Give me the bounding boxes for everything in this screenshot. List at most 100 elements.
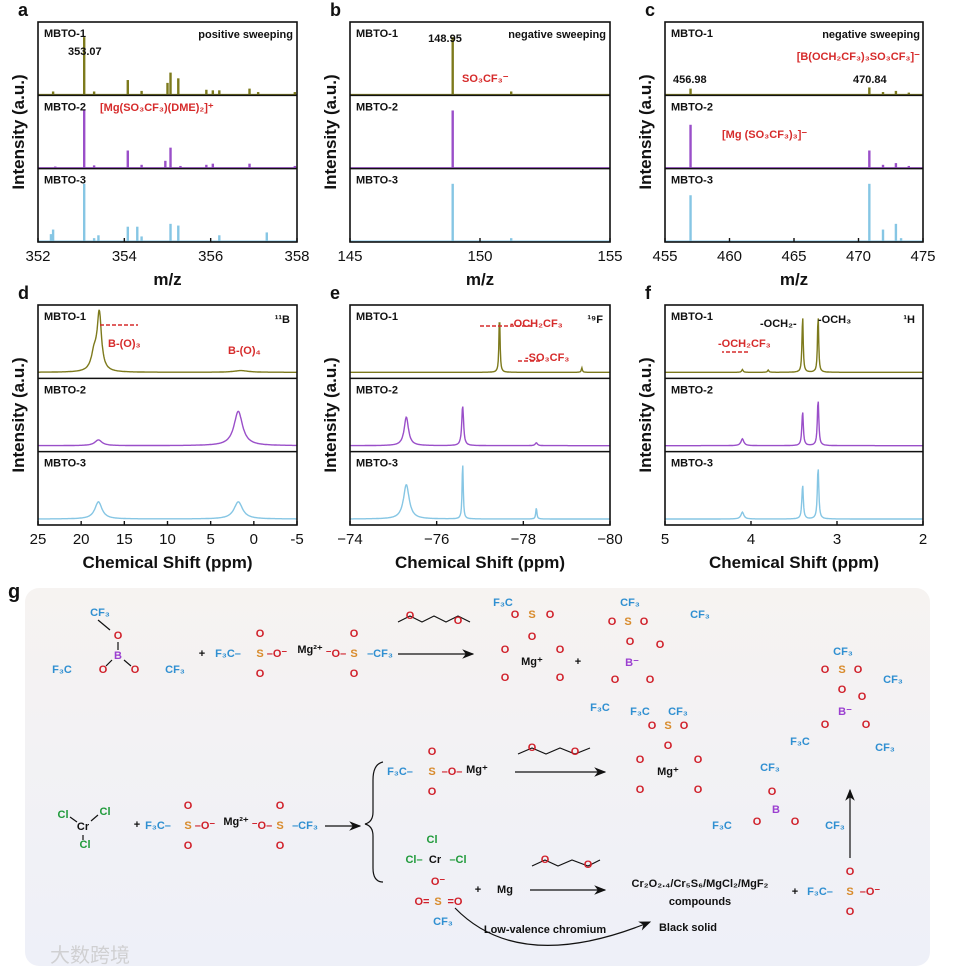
scheme-label: F₃C [590,702,610,714]
scheme-label: O [846,906,855,918]
scheme-label: ⁻O– [252,820,272,832]
scheme-label: Mg⁺ [657,766,679,778]
scheme-label: Cl [100,806,111,818]
annotation: 353.07 [68,46,102,58]
scheme-label: F₃C [52,664,72,676]
y-axis-label: Intensity (a.u.) [9,74,28,189]
scheme-label: O [256,668,265,680]
scheme-label: O [858,691,867,703]
scheme-label: S [846,886,853,898]
x-axis-label: m/z [153,270,181,289]
scheme-label: B [772,804,780,816]
scheme-label: B⁻ [838,706,852,718]
scheme-label: Cl [58,809,69,821]
scheme-label: O [636,754,645,766]
scheme-label: Cr₂O₂.₄/Cr₅S₆/MgCl₂/MgF₂ [632,878,769,890]
x-tick-label: 10 [159,531,176,548]
scheme-label: –O⁻ [267,648,288,660]
x-axis-label: Chemical Shift (ppm) [82,553,252,572]
scheme-label: O [846,866,855,878]
spectrum-trace [350,406,610,447]
panel-label: b [330,0,341,20]
y-axis-label: Intensity (a.u.) [9,357,28,472]
scheme-label: O [694,754,703,766]
scheme-label: F₃C [712,820,732,832]
chart-panel-c: c MBTO-1 MBTO-2 MBTO-3 455 460 465 470 475 m/z Int… [636,0,936,289]
scheme-label: O [664,740,673,752]
scheme-bonds-and-arrows [69,615,855,946]
scheme-label: O [406,610,415,622]
series-label: MBTO-1 [44,28,86,40]
series-label: MBTO-1 [356,28,398,40]
series-label: MBTO-3 [356,458,398,470]
series-label: MBTO-3 [671,175,713,187]
scheme-label: –CF₃ [292,820,318,832]
annotation: negative sweeping [508,29,606,41]
scheme-label: Cl [80,839,91,851]
scheme-label: CF₃ [760,762,780,774]
scheme-label: O [114,630,123,642]
scheme-label: CF₃ [620,597,640,609]
chart-panel-f: f MBTO-1 MBTO-2 MBTO-3 5 4 3 2 Chemical Shift (p… [636,283,927,572]
spectrum-trace [38,410,297,447]
annotation: -OCH₃ [818,314,851,326]
scheme-label: O [428,746,437,758]
scheme-label: O [768,786,777,798]
scheme-label: F₃C– [145,820,171,832]
spectrum-trace [38,309,297,373]
scheme-label: O [821,664,830,676]
plot-frame [349,304,611,526]
x-tick-label: 15 [116,531,133,548]
scheme-label: + [792,886,798,898]
series-label: MBTO-1 [44,311,86,323]
spectrum-trace [665,469,923,520]
scheme-label: O [350,668,359,680]
annotation: B-(O)₄ [228,345,261,357]
annotation: [Mg(SO₃CF₃)(DME)₂]⁺ [100,102,214,114]
scheme-label: =O [448,896,463,908]
scheme-label: S [664,720,671,732]
x-tick-label: −78 [511,531,536,548]
scheme-label: S [184,820,191,832]
x-tick-label: 475 [910,248,935,265]
scheme-label: O [584,859,593,871]
annotation: ¹⁹F [587,314,603,326]
x-tick-label: 354 [112,248,137,265]
scheme-label: –O– [442,766,463,778]
scheme-label: CF₃ [90,607,110,619]
plot-frame [664,304,924,526]
plot-frame [37,21,298,243]
annotation: -OCH₂CF₃ [718,338,771,350]
scheme-label: O [528,631,537,643]
x-tick-label: 470 [846,248,871,265]
x-tick-label: 455 [652,248,677,265]
scheme-label: O [511,609,520,621]
scheme-label: + [475,884,481,896]
x-axis-label: Chemical Shift (ppm) [395,553,565,572]
series-label: MBTO-1 [671,28,713,40]
scheme-label: O [546,609,555,621]
annotation: -OCH₂CF₃ [510,318,563,330]
scheme-label: CF₃ [690,609,710,621]
x-tick-label: 358 [284,248,309,265]
series-label: MBTO-2 [356,101,398,113]
spectrum-trace [665,318,923,373]
scheme-label: O= [415,896,430,908]
scheme-label: CF₃ [833,646,853,658]
scheme-label: O [791,816,800,828]
x-tick-label: -5 [290,531,303,548]
x-tick-label: 465 [781,248,806,265]
scheme-label: O [838,684,847,696]
scheme-label: O [528,742,537,754]
scheme-label: O [648,720,657,732]
x-tick-label: 145 [337,248,362,265]
scheme-label: O [862,719,871,731]
scheme-label: ⁻O– [326,648,346,660]
annotation: [B(OCH₂CF₃)₃SO₃CF₃]⁻ [797,51,920,63]
x-axis-label: m/z [780,270,808,289]
scheme-label: S [528,609,535,621]
series-label: MBTO-3 [44,175,86,187]
scheme-label: S [276,820,283,832]
scheme-label: –O⁻ [860,886,881,898]
